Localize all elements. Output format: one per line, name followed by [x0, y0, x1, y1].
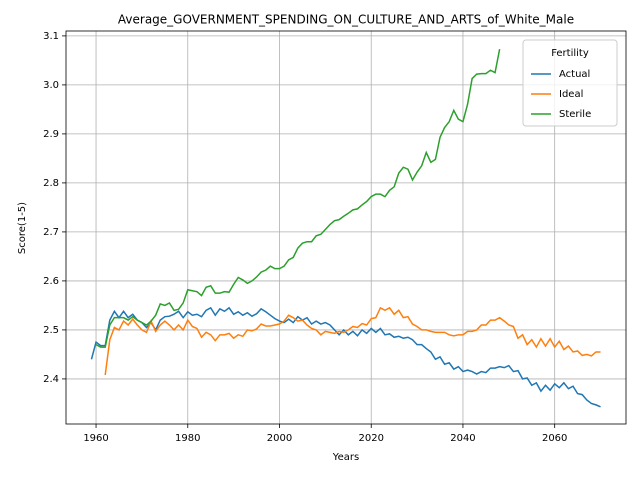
x-axis-label: Years	[332, 452, 359, 463]
legend-title: Fertility	[551, 48, 589, 59]
y-tick-label: 2.4	[43, 374, 59, 385]
y-tick-label: 2.5	[43, 325, 59, 336]
line	[95, 48, 501, 348]
x-tick-label: 1980	[175, 433, 200, 444]
x-tick-label: 2020	[358, 433, 383, 444]
line	[90, 306, 601, 408]
legend-label: Ideal	[559, 89, 583, 100]
x-tick-label: 2040	[450, 433, 475, 444]
legend-label: Actual	[559, 69, 590, 80]
y-tick-label: 2.7	[43, 227, 59, 238]
x-tick-label: 1960	[83, 433, 108, 444]
x-tick-label: 2060	[542, 433, 567, 444]
y-tick-label: 2.6	[43, 276, 59, 287]
y-tick-label: 2.8	[43, 178, 59, 189]
line	[104, 306, 601, 376]
y-axis-label: Score(1-5)	[17, 202, 28, 254]
x-tick-label: 2000	[267, 433, 292, 444]
chart-title: Average_GOVERNMENT_SPENDING_ON_CULTURE_A…	[118, 13, 574, 27]
plot-frame	[65, 30, 627, 425]
legend-box	[522, 39, 618, 127]
y-tick-label: 3.0	[43, 80, 59, 91]
y-tick-label: 3.1	[43, 31, 59, 42]
legend-label: Sterile	[559, 109, 591, 120]
y-tick-label: 2.9	[43, 129, 59, 140]
